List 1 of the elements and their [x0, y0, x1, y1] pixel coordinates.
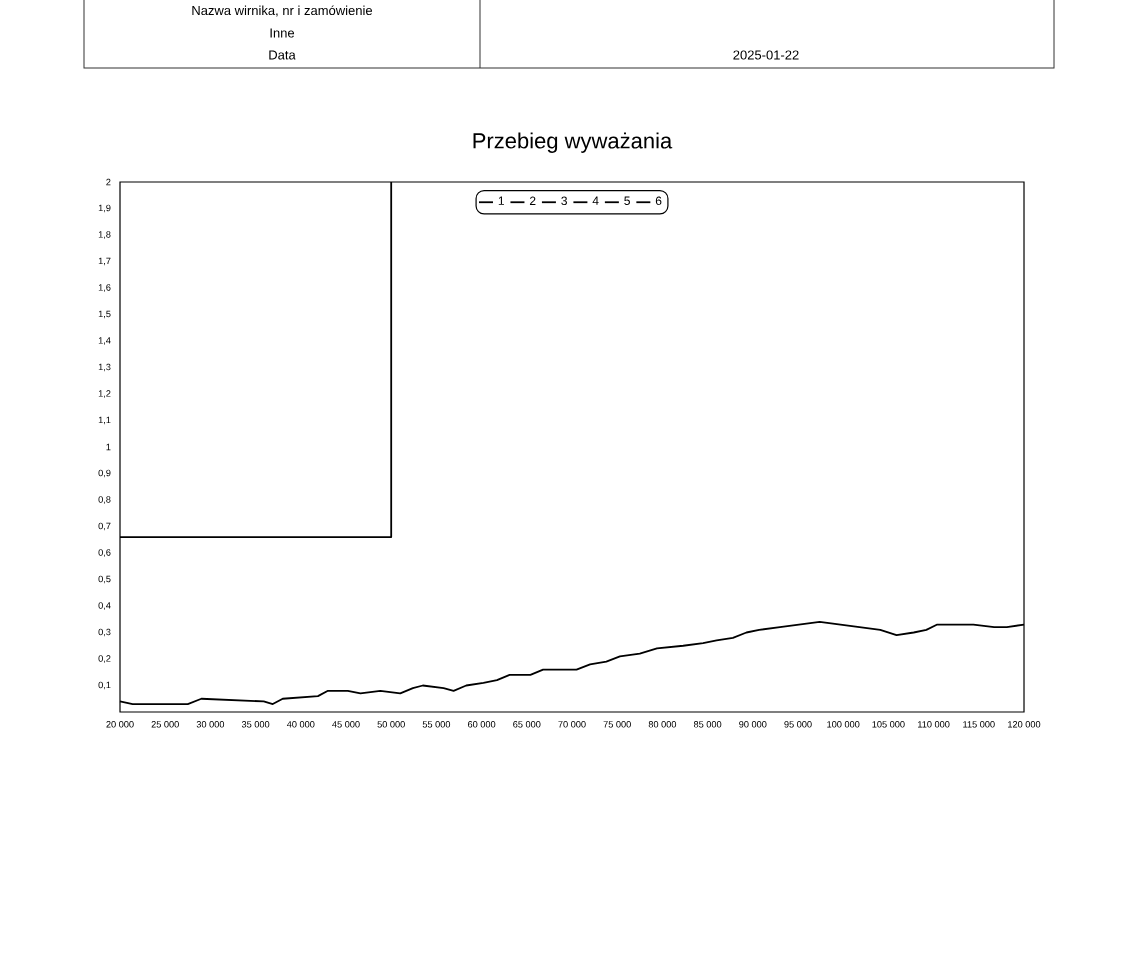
chart-title: Przebieg wyważania: [473, 132, 673, 153]
